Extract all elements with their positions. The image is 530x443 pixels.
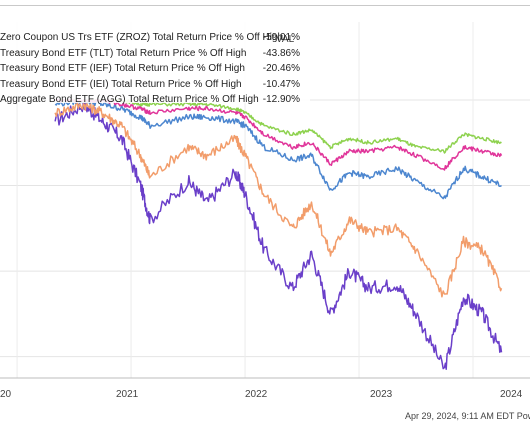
top-rule	[0, 5, 530, 6]
series-line-4	[55, 99, 503, 171]
x-tick-label-1: 2021	[116, 389, 139, 400]
x-tick-label-3: 2023	[370, 389, 393, 400]
legend-entry-0[interactable]: Zero Coupon US Trs ETF (ZROZ) Total Retu…	[0, 32, 300, 47]
legend-label-0: Zero Coupon US Trs ETF (ZROZ) Total Retu…	[0, 32, 284, 43]
legend-header: VAL	[276, 34, 295, 45]
x-tick-label-0: 20	[0, 389, 12, 400]
x-tick-label-4: 2024	[500, 389, 523, 400]
legend-entry-3[interactable]: Treasury Bond ETF (IEI) Total Return Pri…	[0, 79, 300, 94]
legend-entry-2[interactable]: Treasury Bond ETF (IEF) Total Return Pri…	[0, 63, 300, 78]
legend-value-0: -59.01%	[262, 32, 300, 43]
legend-value-2: -20.46%	[262, 63, 300, 74]
legend-value-4: -12.90%	[262, 94, 300, 105]
legend-value-1: -43.86%	[262, 47, 300, 59]
legend-label-1: Treasury Bond ETF (TLT) Total Return Pri…	[0, 47, 247, 59]
series-line-2	[54, 99, 502, 200]
legend-label-3: Treasury Bond ETF (IEI) Total Return Pri…	[0, 78, 242, 90]
x-tick-label-2: 2022	[245, 389, 268, 400]
legend-label-2: Treasury Bond ETF (IEF) Total Return Pri…	[0, 63, 245, 74]
legend-value-3: -10.47%	[262, 78, 300, 90]
legend-entry-4[interactable]: Aggregate Bond ETF (AGG) Total Return Pr…	[0, 94, 300, 109]
series-line-1	[54, 101, 503, 298]
legend-entry-1[interactable]: Treasury Bond ETF (TLT) Total Return Pri…	[0, 48, 300, 63]
chart-footer: Apr 29, 2024, 9:11 AM EDT Powe	[405, 411, 530, 421]
legend-label-4: Aggregate Bond ETF (AGG) Total Return Pr…	[0, 94, 259, 105]
series-line-0	[54, 99, 503, 370]
legend: VAL	[0, 15, 310, 103]
